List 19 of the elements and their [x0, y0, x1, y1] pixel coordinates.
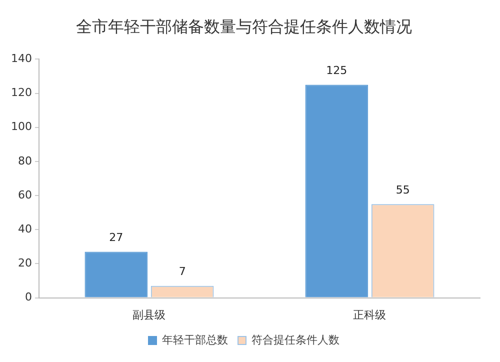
y-tick-label: 0	[24, 290, 32, 304]
data-label: 55	[396, 183, 410, 196]
y-tick-label: 20	[18, 256, 32, 270]
bar	[305, 84, 368, 298]
x-tick-label: 副县级	[132, 308, 166, 322]
y-tick-label: 120	[10, 86, 32, 100]
data-label: 27	[109, 231, 124, 244]
legend-label: 符合提任条件人数	[252, 333, 340, 346]
y-tick-label: 60	[18, 188, 32, 202]
data-label: 125	[326, 64, 348, 78]
chart-title: 全市年轻干部储备数量与符合提任条件人数情况	[76, 16, 412, 36]
y-tick-label: 80	[18, 154, 32, 168]
bar	[84, 252, 148, 298]
data-label: 7	[178, 265, 186, 278]
legend-label: 年轻干部总数	[162, 333, 228, 346]
y-tick-label: 40	[18, 222, 32, 236]
y-tick-label: 140	[10, 52, 32, 66]
y-tick-label: 100	[10, 120, 32, 134]
x-tick-label: 正科级	[353, 308, 386, 322]
